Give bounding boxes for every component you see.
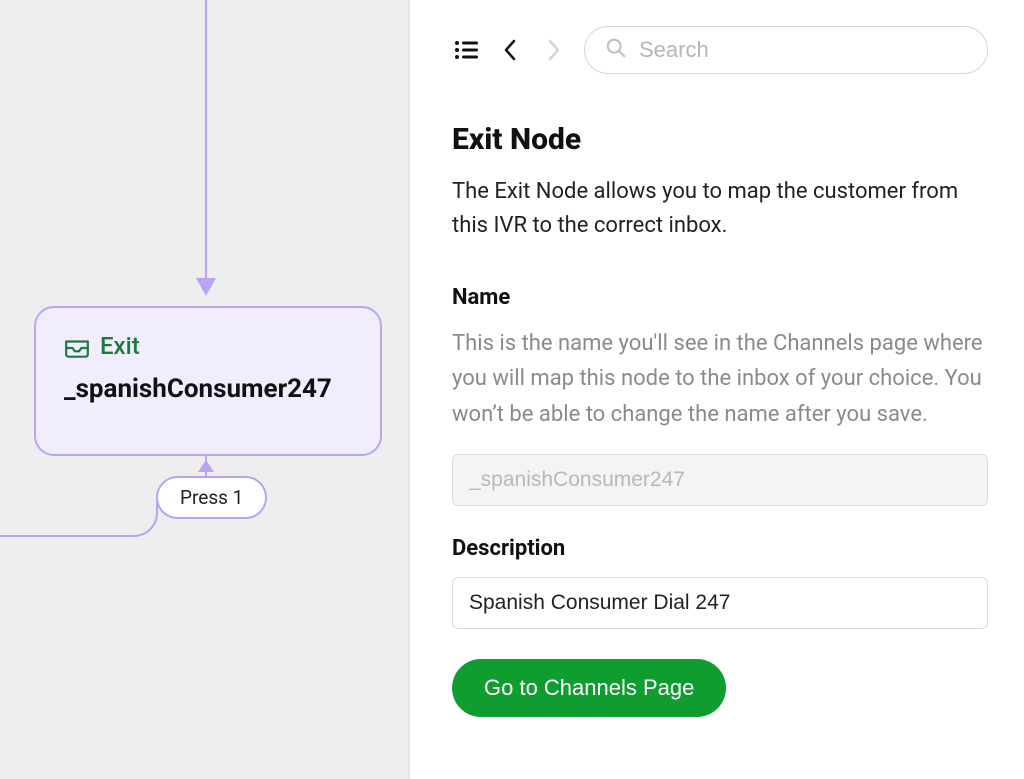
name-input [452, 454, 988, 506]
press-pill-label: Press 1 [180, 486, 243, 509]
back-button[interactable] [496, 36, 524, 64]
incoming-arrowhead [196, 278, 216, 296]
description-input[interactable] [452, 577, 988, 629]
name-helper-text: This is the name you'll see in the Chann… [452, 326, 988, 432]
outgoing-connector-elbow [0, 497, 158, 537]
description-label: Description [452, 536, 988, 561]
inbox-icon [64, 336, 90, 356]
outgoing-connector-arrowhead [198, 460, 214, 472]
panel-toolbar [452, 26, 988, 74]
exit-node-header: Exit [64, 332, 352, 360]
search-field[interactable] [584, 26, 988, 74]
exit-node-card[interactable]: Exit _spanishConsumer247 [34, 306, 382, 456]
incoming-connector [205, 0, 207, 290]
chevron-left-icon [503, 39, 517, 61]
chevron-right-icon [547, 39, 561, 61]
go-to-channels-button[interactable]: Go to Channels Page [452, 659, 726, 717]
name-label: Name [452, 285, 988, 310]
search-icon [605, 37, 627, 63]
exit-node-title: _spanishConsumer247 [64, 374, 352, 404]
list-view-button[interactable] [452, 36, 480, 64]
forward-button [540, 36, 568, 64]
panel-heading: Exit Node [452, 122, 988, 157]
search-input[interactable] [639, 37, 967, 63]
details-panel: Exit Node The Exit Node allows you to ma… [410, 0, 1024, 779]
panel-lead-text: The Exit Node allows you to map the cust… [452, 175, 988, 243]
press-1-pill[interactable]: Press 1 [156, 476, 267, 519]
exit-node-type-label: Exit [100, 332, 140, 360]
go-to-channels-label: Go to Channels Page [484, 675, 694, 700]
flow-canvas[interactable]: Exit _spanishConsumer247 Press 1 [0, 0, 410, 779]
list-icon [454, 40, 478, 60]
